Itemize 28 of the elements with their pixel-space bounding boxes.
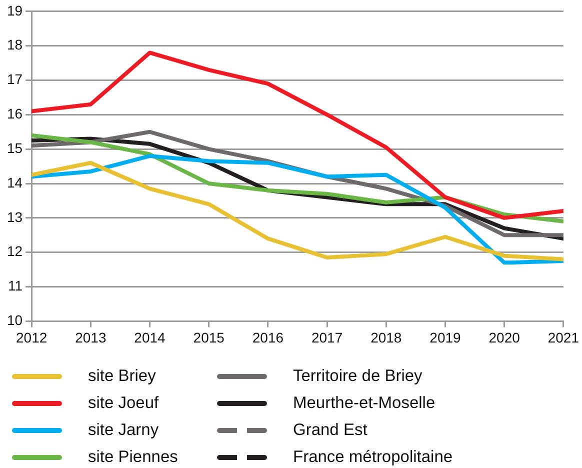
x-tick-label: 2018 [370, 329, 402, 346]
y-tick-label: 19 [6, 2, 23, 18]
y-tick-label: 15 [6, 140, 23, 156]
x-tick-label: 2014 [134, 329, 166, 346]
y-tick-label: 18 [6, 36, 23, 53]
legend-label: Grand Est [293, 420, 368, 440]
legend-label: site Joeuf [88, 394, 159, 412]
legend-label: France métropolitaine [293, 448, 453, 466]
y-tick-label: 11 [8, 278, 23, 294]
y-tick-label: 12 [6, 243, 23, 260]
legend-label: Meurthe-et-Moselle [293, 394, 436, 412]
x-tick-label: 2020 [488, 329, 520, 346]
legend-label: Territoire de Briey [293, 366, 422, 386]
legend-label: site Piennes [88, 448, 178, 466]
x-tick-label: 2017 [311, 329, 343, 346]
x-tick-label: 2012 [16, 329, 48, 346]
x-tick-label: 2015 [193, 329, 225, 346]
y-tick-label: 10 [6, 312, 23, 328]
legend-label: site Jarny [88, 420, 159, 440]
x-tick-label: 2021 [548, 329, 580, 346]
x-tick-label: 2013 [75, 329, 106, 346]
x-tick-label: 2019 [430, 329, 462, 346]
legend-label: site Briey [88, 366, 156, 386]
y-tick-label: 14 [6, 174, 23, 190]
y-tick-label: 17 [6, 71, 23, 88]
x-tick-label: 2016 [252, 329, 284, 346]
y-tick-label: 13 [6, 208, 23, 225]
y-tick-label: 16 [6, 106, 23, 122]
